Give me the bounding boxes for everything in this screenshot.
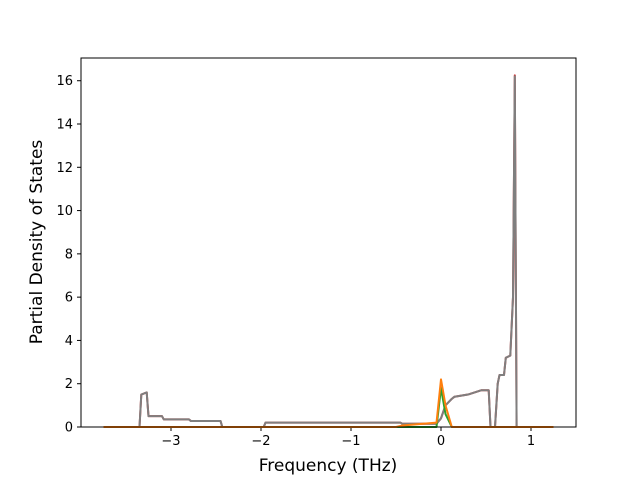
plot-area <box>81 58 576 427</box>
y-tick-label: 2 <box>65 377 73 392</box>
y-axis-label: Partial Density of States <box>27 140 47 345</box>
y-tick-label: 0 <box>65 421 73 436</box>
y-tick-label: 6 <box>65 291 73 306</box>
plot-frame <box>80 57 577 428</box>
x-tick-label: −2 <box>251 434 270 449</box>
x-tick-label: −1 <box>341 434 360 449</box>
y-tick-label: 16 <box>56 74 73 89</box>
y-tick-label: 10 <box>56 204 73 219</box>
x-tick-label: 0 <box>437 434 445 449</box>
series-line <box>103 75 554 428</box>
x-axis-label: Frequency (THz) <box>259 456 398 476</box>
y-tick-label: 12 <box>56 161 73 176</box>
y-tick-label: 4 <box>65 334 73 349</box>
y-tick-label: 8 <box>65 247 73 262</box>
x-tick-label: −3 <box>161 434 180 449</box>
x-tick-label: 1 <box>527 434 535 449</box>
y-tick-label: 14 <box>56 118 73 133</box>
